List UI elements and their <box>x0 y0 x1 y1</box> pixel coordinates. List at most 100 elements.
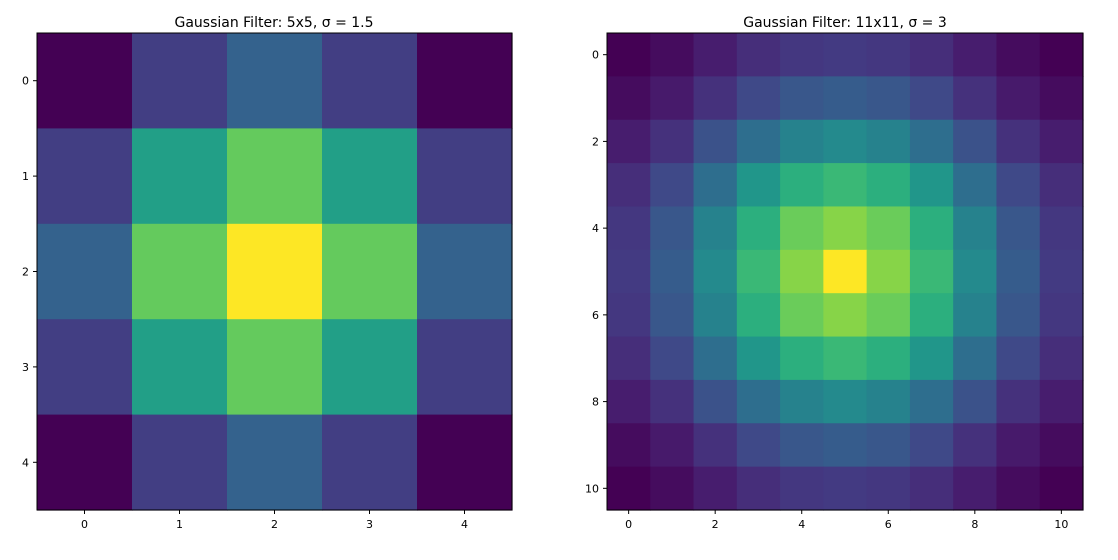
x-tick-label: 8 <box>971 518 978 531</box>
heatmap-cell <box>132 223 228 320</box>
heatmap-cell <box>1039 76 1084 121</box>
y-tick-label: 4 <box>22 456 29 469</box>
heatmap-cell <box>909 293 954 338</box>
y-tick-label: 1 <box>22 170 29 183</box>
heatmap-cell <box>996 206 1041 251</box>
heatmap-cell <box>736 119 781 164</box>
heatmap-cell <box>650 206 695 251</box>
heatmap-cell <box>607 423 651 468</box>
heatmap-cell <box>322 319 418 416</box>
heatmap-cell <box>866 379 911 424</box>
heatmap-cell <box>693 206 738 251</box>
heatmap-cell <box>607 76 651 121</box>
heatmap-cell <box>37 33 133 129</box>
heatmap-cell <box>823 119 868 164</box>
heatmap-cell <box>823 379 868 424</box>
x-tick-label: 0 <box>625 518 632 531</box>
heatmap-cell <box>909 206 954 251</box>
heatmap-cell <box>996 379 1041 424</box>
heatmap-cell <box>1039 249 1084 294</box>
x-axis-ticks-5x5: 0 1 2 3 4 <box>81 510 468 531</box>
heatmap-cell <box>996 119 1041 164</box>
heatmap-cell <box>823 249 868 294</box>
heatmap-cell <box>693 336 738 381</box>
heatmap-cell <box>823 336 868 381</box>
heatmap-cell <box>693 33 738 77</box>
heatmap-cell <box>607 163 651 208</box>
heatmap-cell <box>780 33 824 77</box>
heatmap-cell <box>650 423 695 468</box>
heatmap-cell <box>693 76 738 121</box>
heatmap-cell <box>780 336 824 381</box>
heatmap-cell <box>866 119 911 164</box>
x-tick-label: 0 <box>81 518 88 531</box>
heatmap-cell <box>823 293 868 338</box>
heatmap-cell <box>417 128 513 225</box>
chart-title-5x5: Gaussian Filter: 5x5, σ = 1.5 <box>174 15 373 31</box>
heatmap-cell <box>132 414 228 511</box>
chart-title-11x11: Gaussian Filter: 11x11, σ = 3 <box>743 15 947 31</box>
heatmap-cell <box>693 119 738 164</box>
heatmap-cell <box>866 76 911 121</box>
heatmap-cell <box>996 336 1041 381</box>
heatmap-cell <box>37 128 133 225</box>
heatmap-cell <box>736 76 781 121</box>
heatmap-cell <box>996 33 1041 77</box>
heatmap-cell <box>650 249 695 294</box>
heatmap-cell <box>996 249 1041 294</box>
heatmap-cell <box>736 206 781 251</box>
x-tick-label: 2 <box>712 518 719 531</box>
heatmap-cell <box>1039 206 1084 251</box>
y-tick-label: 3 <box>22 361 29 374</box>
heatmap-cell <box>417 414 513 511</box>
heatmap-cell <box>650 119 695 164</box>
heatmap-cell <box>909 33 954 77</box>
heatmap-cell <box>607 206 651 251</box>
heatmap-cell <box>132 128 228 225</box>
heatmap-cell <box>607 466 651 511</box>
x-tick-label: 6 <box>885 518 892 531</box>
heatmap-cell <box>953 119 998 164</box>
heatmap-cell <box>693 163 738 208</box>
x-tick-label: 1 <box>176 518 183 531</box>
heatmap-cell <box>693 466 738 511</box>
x-tick-label: 10 <box>1054 518 1068 531</box>
heatmap-cell <box>780 293 824 338</box>
y-tick-label: 2 <box>22 266 29 279</box>
heatmap-cell <box>607 249 651 294</box>
heatmap-cell <box>780 206 824 251</box>
heatmap-cell <box>322 223 418 320</box>
heatmap-cell <box>736 466 781 511</box>
y-tick-label: 2 <box>592 135 599 148</box>
heatmap-cell <box>823 33 868 77</box>
heatmap-cell <box>736 249 781 294</box>
heatmap-cell <box>780 163 824 208</box>
heatmap-cell <box>736 423 781 468</box>
heatmap-cell <box>650 33 695 77</box>
x-axis-ticks-11x11: 0 2 4 6 8 10 <box>625 510 1068 531</box>
heatmap-cell <box>37 319 133 416</box>
heatmap-cell <box>823 76 868 121</box>
heatmap-cell <box>607 336 651 381</box>
heatmap-cell <box>736 379 781 424</box>
y-tick-label: 0 <box>592 49 599 62</box>
heatmap-cell <box>866 33 911 77</box>
heatmap-cell <box>322 414 418 511</box>
x-tick-label: 4 <box>798 518 805 531</box>
heatmap-cell <box>909 119 954 164</box>
heatmap-cell <box>650 379 695 424</box>
heatmap-cell <box>866 466 911 511</box>
heatmap-cell <box>736 336 781 381</box>
heatmap-cell <box>227 223 323 320</box>
heatmap-cell <box>866 293 911 338</box>
heatmap-cell <box>1039 379 1084 424</box>
heatmap-cell <box>227 33 323 129</box>
heatmap-cell <box>37 414 133 511</box>
heatmap-cell <box>417 319 513 416</box>
heatmap-cell <box>953 466 998 511</box>
heatmap-cell <box>909 336 954 381</box>
heatmap-cell <box>693 423 738 468</box>
heatmap-cell <box>693 293 738 338</box>
heatmap-cell <box>780 76 824 121</box>
